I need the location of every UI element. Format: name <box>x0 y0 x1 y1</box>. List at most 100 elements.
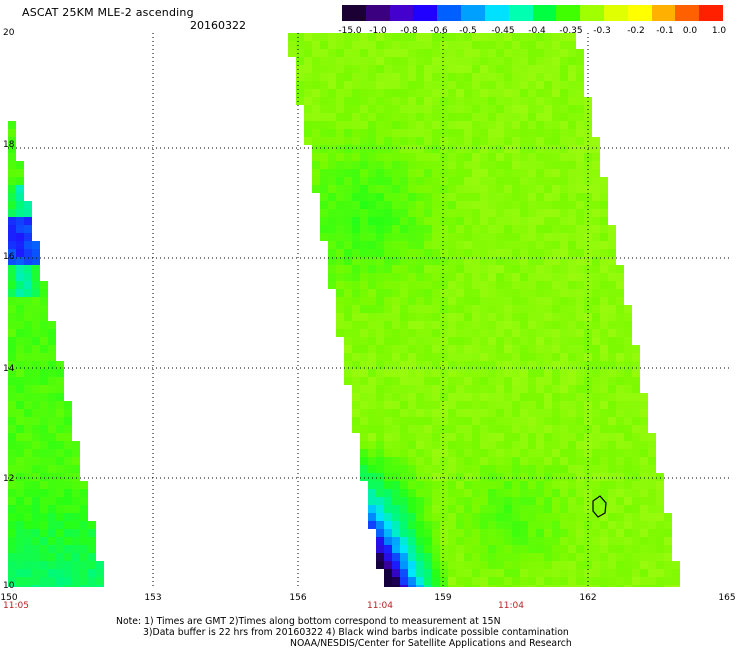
swath-cell <box>400 193 408 201</box>
swath-cell <box>464 97 472 105</box>
swath-cell <box>424 177 432 185</box>
swath-cell <box>32 481 40 489</box>
swath-cell <box>56 545 64 553</box>
swath-cell <box>424 313 432 321</box>
swath-cell <box>48 489 56 497</box>
colorbar-label: -0.45 <box>491 26 515 36</box>
swath-cell <box>24 353 32 361</box>
swath-cell <box>552 241 560 249</box>
swath-cell <box>608 241 616 249</box>
swath-cell <box>528 481 536 489</box>
swath-cell <box>472 249 480 257</box>
swath-cell <box>464 185 472 193</box>
swath-cell <box>544 361 552 369</box>
swath-cell <box>16 409 24 417</box>
swath-cell <box>552 553 560 561</box>
swath-cell <box>528 49 536 57</box>
swath-cell <box>328 153 336 161</box>
swath-cell <box>400 465 408 473</box>
swath-cell <box>72 569 80 577</box>
swath-cell <box>496 57 504 65</box>
swath-cell <box>568 265 576 273</box>
swath-cell <box>392 553 400 561</box>
swath-cell <box>600 337 608 345</box>
swath-cell <box>64 465 72 473</box>
swath-cell <box>464 433 472 441</box>
swath-cell <box>592 153 600 161</box>
swath-cell <box>40 449 48 457</box>
swath-cell <box>600 289 608 297</box>
swath-cell <box>376 361 384 369</box>
swath-cell <box>488 217 496 225</box>
swath-cell <box>456 97 464 105</box>
swath-cell <box>520 401 528 409</box>
swath-cell <box>608 513 616 521</box>
swath-cell <box>408 401 416 409</box>
swath-cell <box>592 425 600 433</box>
swath-cell <box>352 177 360 185</box>
swath-cell <box>568 121 576 129</box>
swath-cell <box>520 433 528 441</box>
swath-cell <box>328 113 336 121</box>
swath-cell <box>312 49 320 57</box>
swath-cell <box>496 185 504 193</box>
swath-cell <box>600 193 608 201</box>
swath-cell <box>432 105 440 113</box>
swath-cell <box>528 449 536 457</box>
swath-cell <box>416 529 424 537</box>
swath-cell <box>16 313 24 321</box>
swath-cell <box>520 89 528 97</box>
swath-cell <box>520 161 528 169</box>
swath-cell <box>360 353 368 361</box>
swath-cell <box>24 577 32 585</box>
swath-cell <box>360 137 368 145</box>
swath-cell <box>568 57 576 65</box>
swath-cell <box>520 169 528 177</box>
swath-cell <box>520 217 528 225</box>
swath-cell <box>576 529 584 537</box>
swath-cell <box>440 89 448 97</box>
swath-cell <box>552 185 560 193</box>
swath-cell <box>344 233 352 241</box>
swath-cell <box>456 545 464 553</box>
swath-cell <box>344 129 352 137</box>
swath-cell <box>464 441 472 449</box>
swath-cell <box>544 433 552 441</box>
swath-cell <box>504 369 512 377</box>
swath-cell <box>400 529 408 537</box>
swath-cell <box>384 561 392 569</box>
swath-cell <box>80 553 88 561</box>
swath-cell <box>544 81 552 89</box>
swath-cell <box>360 97 368 105</box>
swath-cell <box>472 121 480 129</box>
swath-cell <box>600 201 608 209</box>
swath-cell <box>64 569 72 577</box>
swath-cell <box>376 289 384 297</box>
swath-cell <box>560 185 568 193</box>
swath-cell <box>480 473 488 481</box>
swath-cell <box>448 513 456 521</box>
swath-cell <box>560 225 568 233</box>
swath-cell <box>8 417 16 425</box>
swath-cell <box>616 585 624 587</box>
swath-cell <box>304 97 312 105</box>
swath-cell <box>648 449 656 457</box>
swath-cell <box>440 569 448 577</box>
swath-cell <box>504 201 512 209</box>
swath-cell <box>472 545 480 553</box>
swath-cell <box>616 361 624 369</box>
swath-cell <box>512 257 520 265</box>
swath-cell <box>440 393 448 401</box>
swath-cell <box>480 377 488 385</box>
swath-cell <box>384 225 392 233</box>
swath-cell <box>560 417 568 425</box>
swath-cell <box>8 209 16 217</box>
swath-cell <box>496 193 504 201</box>
swath-cell <box>576 305 584 313</box>
swath-cell <box>64 481 72 489</box>
swath-cell <box>624 409 632 417</box>
swath-cell <box>328 137 336 145</box>
swath-cell <box>344 361 352 369</box>
swath-cell <box>440 225 448 233</box>
swath-cell <box>504 193 512 201</box>
